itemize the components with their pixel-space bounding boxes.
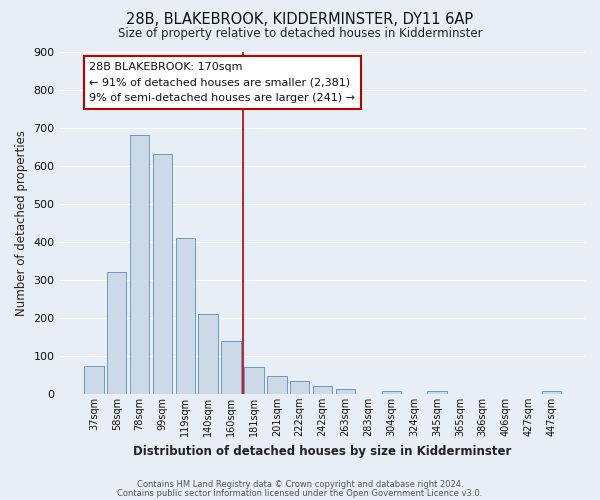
Bar [267, 376, 287, 394]
Bar [542, 391, 561, 394]
Bar [130, 135, 149, 394]
Bar [427, 391, 447, 394]
Bar [313, 386, 332, 394]
X-axis label: Distribution of detached houses by size in Kidderminster: Distribution of detached houses by size … [133, 444, 512, 458]
Text: Contains public sector information licensed under the Open Government Licence v3: Contains public sector information licen… [118, 488, 482, 498]
Bar [107, 272, 127, 394]
Bar [336, 390, 355, 394]
Bar [221, 340, 241, 394]
Bar [244, 368, 264, 394]
Bar [153, 154, 172, 394]
Y-axis label: Number of detached properties: Number of detached properties [15, 130, 28, 316]
Text: Size of property relative to detached houses in Kidderminster: Size of property relative to detached ho… [118, 28, 482, 40]
Text: 28B, BLAKEBROOK, KIDDERMINSTER, DY11 6AP: 28B, BLAKEBROOK, KIDDERMINSTER, DY11 6AP [127, 12, 473, 28]
Bar [382, 391, 401, 394]
Text: Contains HM Land Registry data © Crown copyright and database right 2024.: Contains HM Land Registry data © Crown c… [137, 480, 463, 489]
Text: 28B BLAKEBROOK: 170sqm
← 91% of detached houses are smaller (2,381)
9% of semi-d: 28B BLAKEBROOK: 170sqm ← 91% of detached… [89, 62, 355, 103]
Bar [84, 366, 104, 394]
Bar [199, 314, 218, 394]
Bar [290, 382, 310, 394]
Bar [176, 238, 195, 394]
